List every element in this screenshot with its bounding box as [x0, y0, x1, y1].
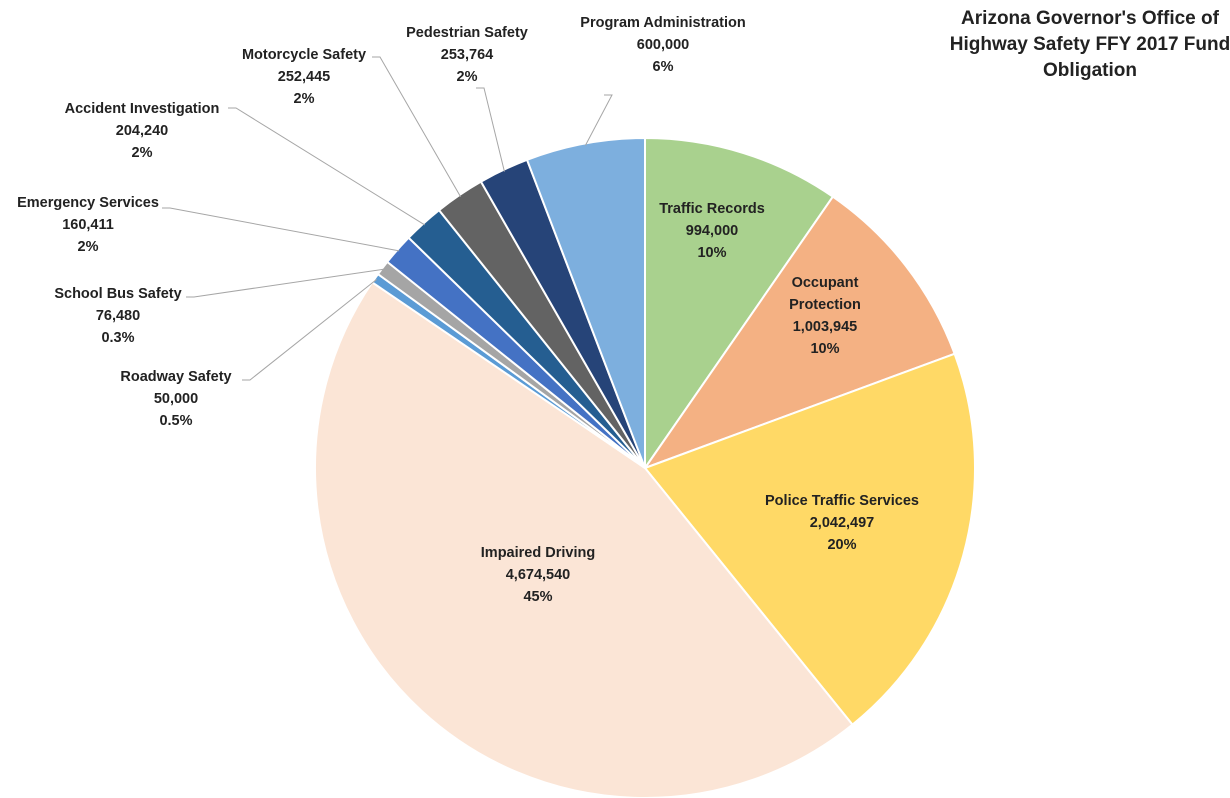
label-value: 1,003,945: [792, 319, 858, 335]
label-value: 994,000: [685, 223, 739, 239]
data-label: Roadway Safety 50,000 0.5%: [76, 366, 276, 432]
label-name: Motorcycle Safety: [241, 47, 367, 63]
label-name: Police Traffic Services: [765, 493, 919, 509]
data-label: Accident Investigation 204,240 2%: [42, 98, 242, 164]
pie-slice: [642, 195, 956, 471]
label-name: Pedestrian Safety: [406, 25, 528, 41]
label-percent: 10%: [697, 245, 727, 261]
label-value: 600,000: [636, 37, 690, 53]
label-percent: 20%: [827, 537, 857, 553]
data-label: Impaired Driving 4,674,540 45%: [438, 542, 638, 608]
label-name: Occupant Protection: [789, 275, 861, 313]
label-name: Program Administration: [580, 15, 746, 31]
label-value: 160,411: [62, 217, 114, 233]
data-label: Motorcycle Safety 252,445 2%: [204, 44, 404, 110]
leader-line: [228, 107, 426, 226]
leader-line: [162, 207, 400, 252]
leader-line: [584, 94, 613, 146]
leader-line: [242, 278, 377, 381]
data-label: Program Administration 600,000 6%: [563, 12, 763, 78]
label-name: Emergency Services: [17, 195, 159, 211]
leader-line: [186, 268, 385, 298]
label-percent: 2%: [77, 239, 99, 255]
label-name: Accident Investigation: [64, 101, 220, 117]
label-percent: 2%: [293, 91, 315, 107]
data-label: Police Traffic Services 2,042,497 20%: [742, 490, 942, 556]
label-value: 252,445: [277, 69, 331, 85]
label-value: 2,042,497: [809, 515, 875, 531]
label-value: 253,764: [440, 47, 494, 63]
data-label: Emergency Services 160,411 2%: [0, 192, 188, 258]
label-percent: 0.3%: [101, 330, 135, 346]
label-name: School Bus Safety: [54, 286, 182, 302]
data-label: Occupant Protection 1,003,945 10%: [770, 272, 880, 360]
label-name: Impaired Driving: [480, 545, 596, 561]
leader-line: [372, 56, 462, 198]
leader-line: [476, 87, 505, 172]
label-name: Traffic Records: [659, 201, 765, 217]
data-label: School Bus Safety 76,480 0.3%: [18, 283, 218, 349]
data-label: Traffic Records 994,000 10%: [612, 198, 812, 264]
pie-slice: [525, 136, 646, 469]
label-percent: 45%: [523, 589, 553, 605]
label-name: Roadway Safety: [120, 369, 232, 385]
label-percent: 2%: [456, 69, 478, 85]
label-percent: 0.5%: [159, 413, 193, 429]
pie-slice: [644, 136, 835, 472]
label-value: 50,000: [153, 391, 199, 407]
label-percent: 2%: [131, 145, 153, 161]
label-percent: 6%: [652, 59, 674, 75]
chart-title: Arizona Governor's Office of Highway Saf…: [949, 8, 1230, 81]
pie-slice: [314, 280, 854, 798]
data-label: Pedestrian Safety 253,764 2%: [367, 22, 567, 88]
label-percent: 10%: [810, 341, 840, 357]
label-value: 4,674,540: [505, 567, 571, 583]
label-value: 76,480: [95, 308, 141, 324]
label-value: 204,240: [115, 123, 169, 139]
pie-slice: [643, 352, 976, 727]
